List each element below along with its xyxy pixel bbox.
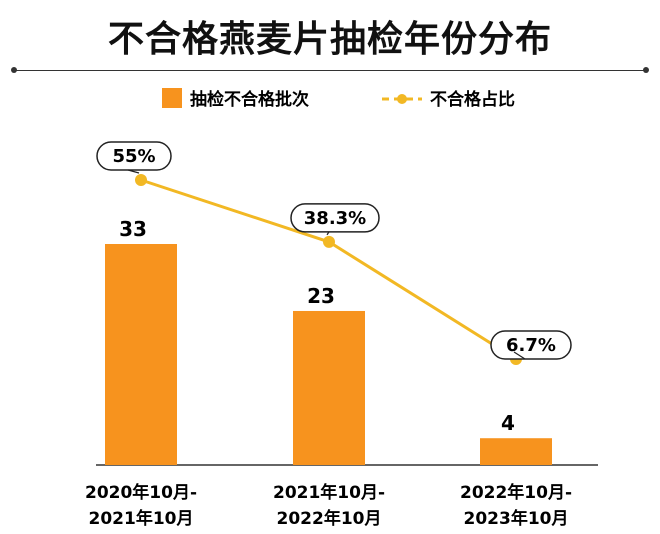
x-tick-label-2-line-1: 2021年10月- — [273, 482, 385, 503]
legend-line-label: 不合格占比 — [430, 89, 515, 110]
pct-callout-pointer-1 — [127, 169, 140, 174]
title-divider — [11, 67, 649, 73]
bar-2 — [293, 310, 365, 465]
pct-callout-3 — [490, 330, 572, 360]
bar-value-label-3: 4 — [501, 411, 515, 435]
pct-callout-1 — [96, 141, 172, 171]
x-tick-label-2-line-2: 2022年10月 — [277, 508, 382, 529]
bars-group: 33 23 4 — [105, 217, 552, 465]
divider-right-dot — [643, 67, 649, 73]
bar-value-label-2: 23 — [307, 284, 335, 308]
line-series-group: 55% 38.3% 6.7% — [96, 141, 572, 365]
pct-label-2: 38.3% — [304, 208, 366, 229]
pct-callout-2 — [290, 203, 380, 233]
legend-bar-label: 抽检不合格批次 — [190, 89, 309, 110]
divider-left-dot — [11, 67, 17, 73]
pct-label-1: 55% — [112, 146, 155, 167]
x-tick-label-3-line-1: 2022年10月- — [460, 482, 572, 503]
x-tick-label-1-line-2: 2021年10月 — [89, 508, 194, 529]
pct-callout-pointer-3 — [513, 351, 526, 360]
x-tick-label-3-line-2: 2023年10月 — [464, 508, 569, 529]
legend-line-marker — [397, 94, 407, 104]
bar-3 — [480, 438, 552, 465]
x-tick-labels: 2020年10月- 2021年10月 2021年10月- 2022年10月 2022年1… — [85, 482, 572, 529]
line-point-2 — [323, 235, 335, 248]
legend: 抽检不合格批次 不合格占比 — [162, 88, 515, 110]
legend-bar-swatch — [162, 88, 182, 108]
pct-callout-pointer-2 — [326, 231, 330, 236]
x-tick-label-1-line-1: 2020年10月- — [85, 482, 197, 503]
bar-1 — [105, 244, 177, 465]
chart-title: 不合格燕麦片抽检年份分布 — [107, 19, 552, 60]
line-point-1 — [135, 174, 147, 186]
bar-value-label-1: 33 — [119, 217, 147, 241]
pct-label-3: 6.7% — [506, 335, 556, 356]
